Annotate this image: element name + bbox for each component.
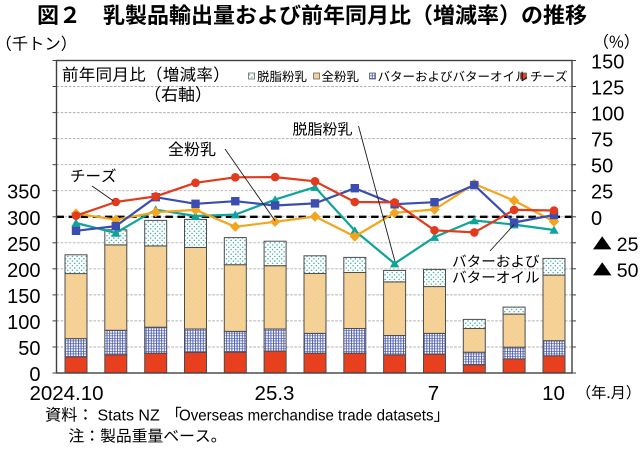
svg-text:150: 150 [7,286,40,308]
svg-text:50: 50 [591,156,613,178]
svg-text:350: 350 [7,182,40,204]
svg-text:100: 100 [591,104,624,126]
svg-text:50: 50 [18,338,40,360]
svg-text:7: 7 [428,382,439,405]
svg-text:200: 200 [7,260,40,282]
svg-text:25: 25 [617,234,639,256]
svg-text:25: 25 [591,182,613,204]
svg-text:0: 0 [591,208,602,230]
svg-text:125: 125 [591,78,624,100]
svg-text:250: 250 [7,234,40,256]
svg-text:10: 10 [542,382,565,405]
svg-text:25.3: 25.3 [255,382,295,405]
svg-text:0: 0 [29,364,40,386]
svg-text:Stats NZ: Stats NZ [98,408,160,425]
svg-text:300: 300 [7,208,40,230]
svg-text:2024.10: 2024.10 [29,382,103,405]
svg-text:Overseas merchandise trade dat: Overseas merchandise trade datasets [179,408,434,425]
svg-text:100: 100 [7,312,40,334]
svg-text:75: 75 [591,130,613,152]
svg-text:50: 50 [617,260,639,282]
svg-text:150: 150 [591,52,624,74]
